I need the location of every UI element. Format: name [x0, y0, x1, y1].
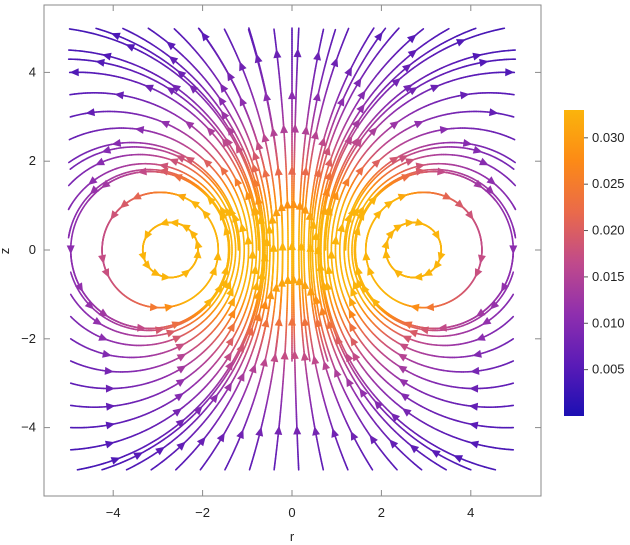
streamline-segment	[223, 28, 227, 32]
streamline-segment	[472, 27, 477, 30]
streamline-segment	[173, 28, 177, 32]
streamline-segment	[122, 27, 126, 31]
streamline-segment	[95, 27, 99, 30]
streamline-segment	[420, 28, 425, 32]
streamline-segment	[371, 27, 375, 31]
streamline-segment	[147, 27, 151, 31]
streamline-segment	[446, 27, 450, 31]
streamline-segment	[396, 27, 400, 31]
streamline-segment	[346, 27, 350, 32]
